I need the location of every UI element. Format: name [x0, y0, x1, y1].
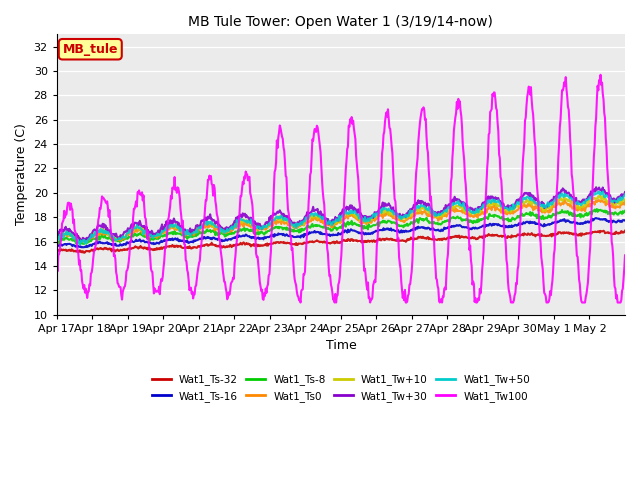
Legend: Wat1_Ts-32, Wat1_Ts-16, Wat1_Ts-8, Wat1_Ts0, Wat1_Tw+10, Wat1_Tw+30, Wat1_Tw+50,: Wat1_Ts-32, Wat1_Ts-16, Wat1_Ts-8, Wat1_… [148, 371, 534, 406]
Title: MB Tule Tower: Open Water 1 (3/19/14-now): MB Tule Tower: Open Water 1 (3/19/14-now… [188, 15, 493, 29]
Y-axis label: Temperature (C): Temperature (C) [15, 123, 28, 226]
X-axis label: Time: Time [326, 339, 356, 352]
Text: MB_tule: MB_tule [63, 43, 118, 56]
